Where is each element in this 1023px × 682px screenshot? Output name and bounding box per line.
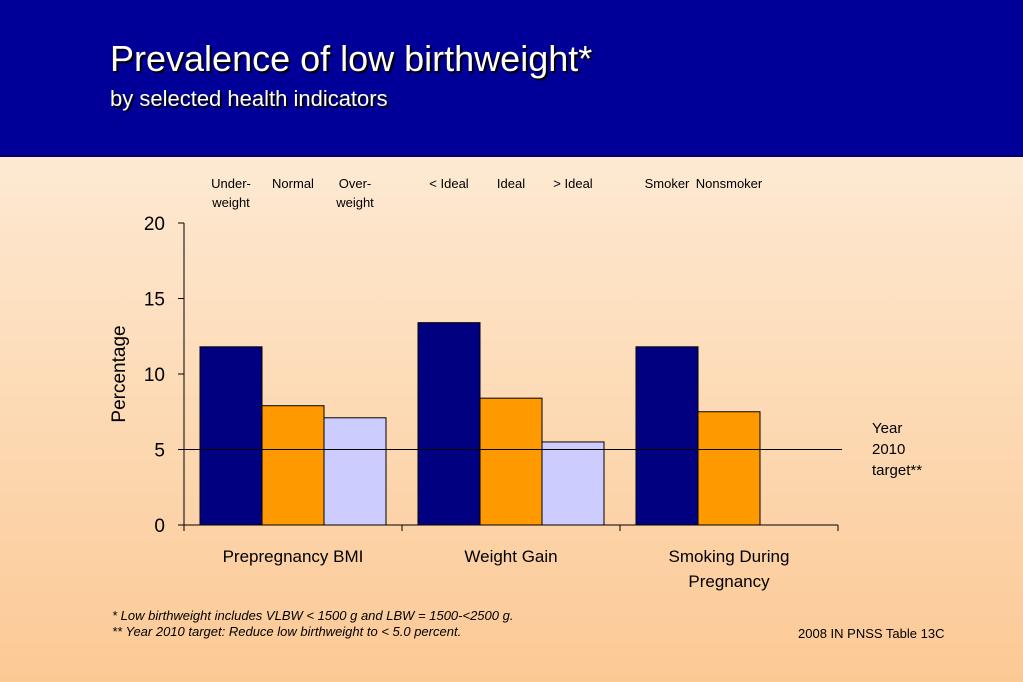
bar-3-1	[635, 346, 699, 526]
x-category-label: Prepregnancy BMI	[223, 547, 364, 566]
title-banner: Prevalence of low birthweight* by select…	[0, 0, 1023, 157]
y-axis-title: Percentage	[109, 325, 130, 422]
bar-2-3	[541, 441, 605, 526]
footnote-2010-target: ** Year 2010 target: Reduce low birthwei…	[112, 624, 462, 639]
page-title: Prevalence of low birthweight*	[110, 38, 593, 79]
source-citation: 2008 IN PNSS Table 13C	[798, 626, 945, 641]
bar-label: Over-weight	[335, 176, 374, 210]
bar-label: > Ideal	[553, 176, 593, 191]
bar-3-2	[697, 411, 761, 526]
bar-1-2	[261, 405, 325, 526]
bar-1-1	[199, 346, 263, 526]
target-line-label: Year 2010 target**	[872, 420, 922, 479]
footnote-low-birthweight-definition: * Low birthweight includes VLBW < 1500 g…	[112, 608, 514, 623]
bar-label: Ideal	[497, 176, 525, 191]
bar-label: < Ideal	[429, 176, 469, 191]
bar-label: Smoker	[645, 176, 690, 191]
y-tick-label: 5	[154, 441, 165, 462]
bar-2-2	[479, 397, 543, 526]
bar-label: Normal	[272, 176, 314, 191]
y-tick-label: 10	[144, 365, 165, 386]
bar-label: Nonsmoker	[696, 176, 763, 191]
y-tick-label: 15	[144, 290, 165, 311]
bar-label: Under-weight	[211, 176, 251, 210]
y-tick-label: 0	[154, 516, 165, 537]
bar-1-3	[323, 417, 387, 526]
y-tick-label: 20	[144, 214, 165, 235]
x-category-label: Weight Gain	[464, 547, 557, 566]
bar-2-1	[417, 322, 481, 526]
x-category-label: Smoking During Pregnancy	[669, 547, 790, 591]
page-subtitle: by selected health indicators	[110, 86, 388, 111]
